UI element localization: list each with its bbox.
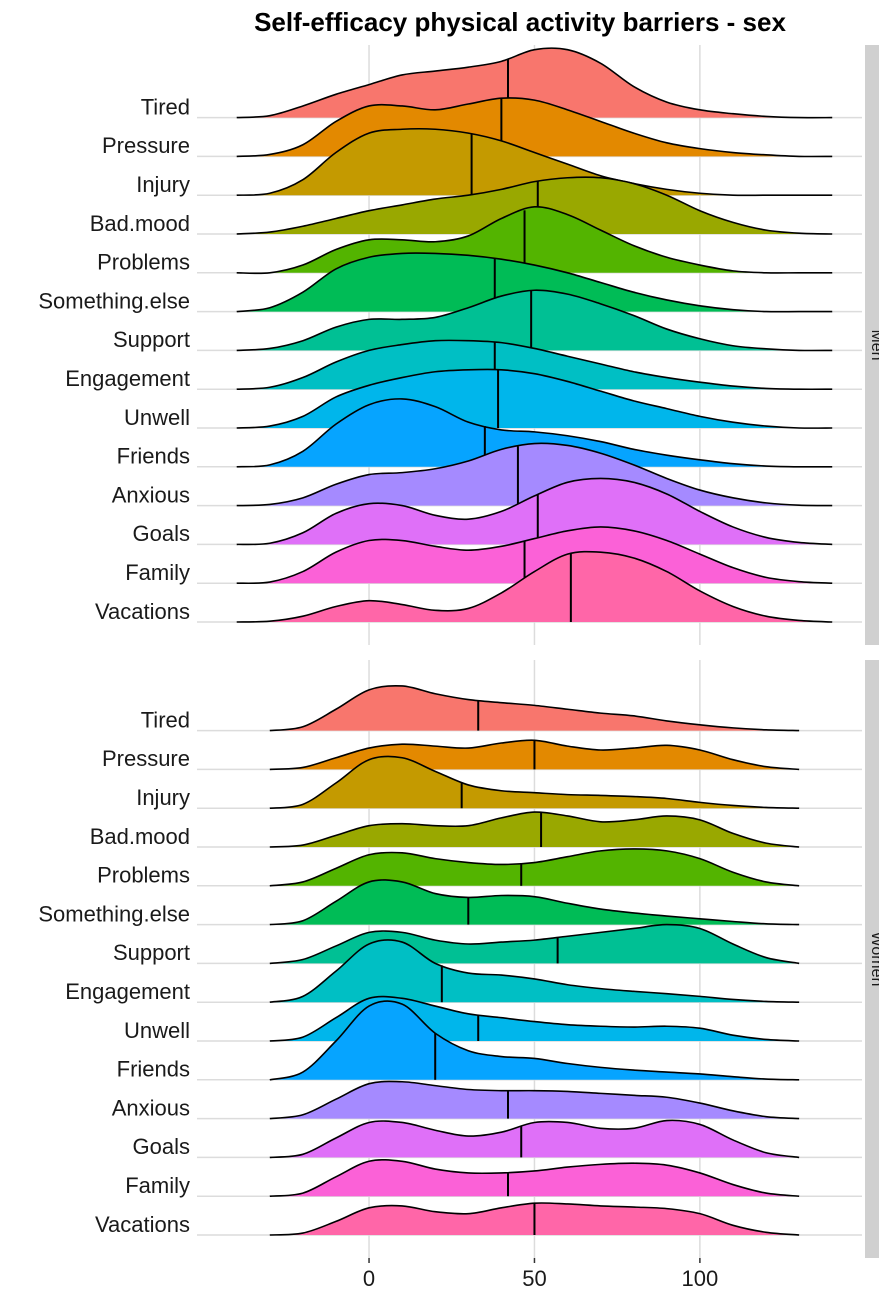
y-tick-label: Unwell: [124, 1018, 190, 1043]
y-tick-label: Injury: [136, 172, 190, 197]
ridge-fill: [236, 48, 833, 118]
ridge-line: [236, 47, 833, 119]
y-tick-label: Vacations: [95, 1212, 190, 1237]
y-tick-label: Anxious: [112, 482, 190, 507]
ridge-line: [236, 252, 833, 313]
y-tick-label: Goals: [133, 1134, 190, 1159]
ridge-line: [236, 368, 833, 429]
y-tick-label: Bad.mood: [90, 824, 190, 849]
y-tick-label: Unwell: [124, 405, 190, 430]
ridge-fill: [236, 340, 833, 390]
ridge-fill: [236, 253, 833, 312]
ridge-fill: [236, 526, 833, 584]
ridge-fill: [236, 290, 833, 351]
y-tick-label: Injury: [136, 785, 190, 810]
ridge-line: [236, 176, 833, 235]
ridge-fill: [269, 879, 800, 925]
ridge-line: [269, 755, 800, 809]
ridge-line: [269, 879, 800, 926]
ridge-fill: [269, 1120, 800, 1158]
ridge-line: [236, 398, 833, 468]
y-tick-label: Pressure: [102, 746, 190, 771]
ridge-line: [269, 923, 800, 965]
ridge-line: [269, 811, 800, 848]
ridge-line: [269, 1202, 800, 1236]
y-tick-label: Bad.mood: [90, 211, 190, 236]
ridge-line: [236, 127, 833, 197]
ridge-fill: [236, 551, 833, 622]
y-tick-label: Goals: [133, 521, 190, 546]
facet-strip: [865, 660, 879, 1258]
ridge-fill: [236, 443, 833, 506]
ridge-line: [236, 206, 833, 275]
facet-label: Men: [868, 329, 879, 360]
ridge-fill: [269, 812, 800, 847]
ridge-fill: [269, 756, 800, 809]
facet-label: Women: [868, 932, 879, 987]
ridge-fill: [236, 478, 833, 545]
x-tick-label: 50: [522, 1266, 546, 1291]
ridge-fill: [236, 128, 833, 196]
y-tick-label: Engagement: [65, 979, 190, 1004]
y-tick-label: Friends: [117, 444, 190, 469]
ridge-line: [236, 550, 833, 623]
y-tick-label: Pressure: [102, 133, 190, 158]
ridge-line: [269, 1080, 800, 1120]
ridge-fill: [269, 1159, 800, 1197]
y-tick-label: Problems: [97, 863, 190, 888]
y-tick-label: Family: [125, 1173, 190, 1198]
ridge-line: [269, 848, 800, 887]
ridge-fill: [269, 1001, 800, 1080]
y-tick-label: Tired: [141, 707, 190, 732]
y-tick-label: Family: [125, 560, 190, 585]
y-tick-label: Tired: [141, 94, 190, 119]
facet-strip: [865, 45, 879, 645]
ridge-fill: [236, 398, 833, 467]
ridge-fill: [236, 206, 833, 274]
ridge-line: [236, 442, 833, 507]
ridge-line: [269, 1119, 800, 1159]
ridge-fill: [269, 685, 800, 731]
y-tick-label: Something.else: [38, 901, 190, 926]
chart-title: Self-efficacy physical activity barriers…: [254, 7, 786, 37]
x-tick-label: 100: [682, 1266, 719, 1291]
ridge-line: [269, 939, 800, 1003]
ridge-fill: [236, 177, 833, 234]
ridge-fill: [269, 848, 800, 886]
ridge-line: [236, 97, 833, 158]
y-tick-label: Support: [113, 327, 190, 352]
y-tick-label: Problems: [97, 250, 190, 275]
ridge-line: [269, 1000, 800, 1081]
ridge-line: [236, 526, 833, 585]
y-tick-label: Support: [113, 940, 190, 965]
ridge-line: [236, 289, 833, 352]
ridge-fill: [269, 1081, 800, 1119]
ridge-line: [236, 477, 833, 546]
ridge-line: [269, 995, 800, 1042]
y-tick-label: Something.else: [38, 288, 190, 313]
y-tick-label: Friends: [117, 1057, 190, 1082]
ridge-fill: [269, 939, 800, 1003]
y-tick-label: Anxious: [112, 1095, 190, 1120]
ridge-line: [236, 339, 833, 391]
y-tick-label: Vacations: [95, 599, 190, 624]
ridge-line: [269, 1159, 800, 1197]
x-tick-label: 0: [363, 1266, 375, 1291]
y-tick-label: Engagement: [65, 366, 190, 391]
ridge-line: [269, 684, 800, 732]
